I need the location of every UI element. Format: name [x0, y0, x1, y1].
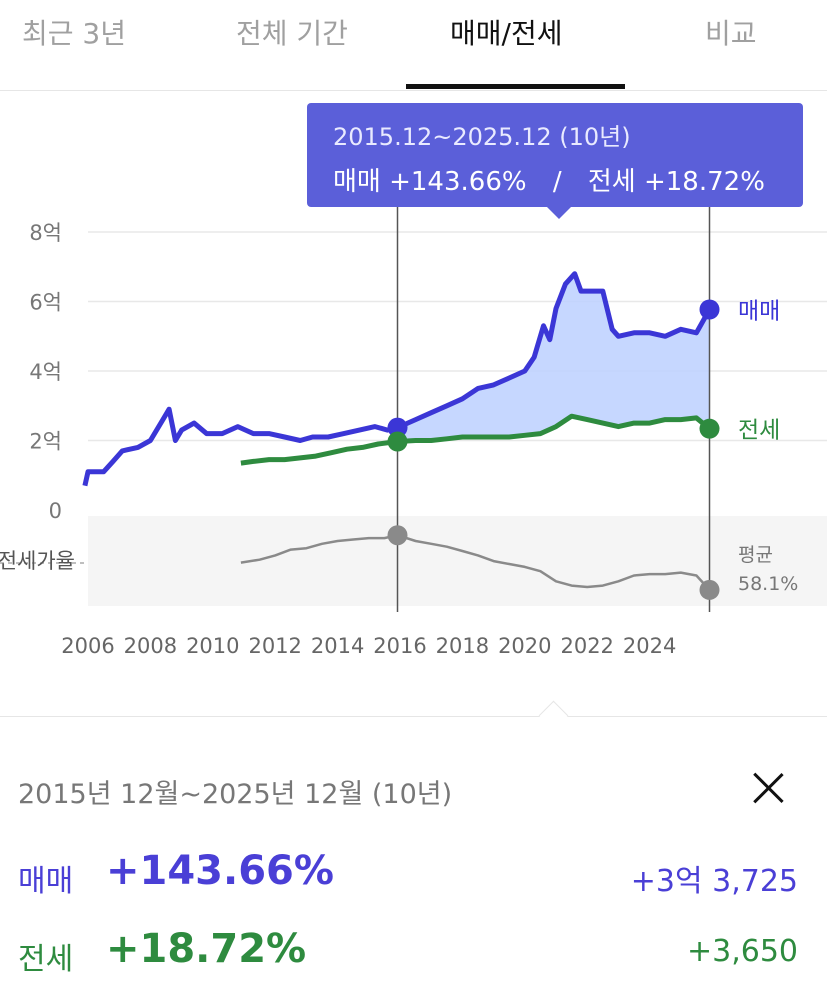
y-tick-label: 6억 [29, 291, 62, 315]
tooltip-sale-change: +143.66% [389, 167, 527, 197]
close-icon[interactable] [748, 768, 788, 808]
summary-jeonse-pct: +18.72% [106, 926, 307, 972]
tooltip-jeonse-label: 전세 [587, 167, 636, 197]
tab-all-period[interactable]: 전체 기간 [236, 17, 348, 50]
sale-jeonse-gap-fill [397, 275, 710, 442]
tab-sale-jeonse[interactable]: 매매/전세 [450, 17, 563, 50]
ratio-end-marker [699, 579, 720, 600]
jeonse-ratio-line [240, 533, 711, 591]
x-tick-label: 2012 [248, 634, 301, 658]
active-tab-indicator [406, 84, 625, 89]
jeonse-start-marker [387, 431, 408, 452]
x-tick-label: 2020 [498, 634, 551, 658]
tooltip-separator: / [552, 167, 562, 197]
x-tick-label: 2006 [61, 634, 114, 658]
tooltip-sale-label: 매매 [333, 167, 381, 197]
summary-jeonse-amount: +3,650 [686, 934, 798, 969]
x-tick-label: 2018 [436, 634, 489, 658]
jeonse-end-marker [699, 418, 720, 439]
y-tick-label: 2억 [29, 430, 62, 454]
section-divider [0, 716, 827, 717]
summary-sale-pct: +143.66% [106, 848, 334, 894]
period-tabs: 최근 3년 전체 기간 매매/전세 비교 [0, 0, 827, 91]
summary-row-sale: 매매 +143.66% +3억 3,725 [18, 848, 798, 902]
x-tick-label: 2008 [124, 634, 177, 658]
x-tick-label: 2024 [623, 634, 676, 658]
tab-compare[interactable]: 비교 [705, 17, 757, 50]
summary-period: 2015년 12월~2025년 12월 (10년) [18, 779, 453, 810]
average-label: 평균 [738, 544, 773, 566]
tab-recent-3-years[interactable]: 최근 3년 [22, 17, 126, 50]
x-tick-label: 2014 [311, 634, 364, 658]
y-tick-label: 0 [49, 499, 62, 523]
sale-start-marker [387, 417, 408, 438]
price-chart-svg: 8억 6억 4억 2억 0 전세가율 2006 2008 2010 2012 2014 2016 20… [0, 207, 827, 658]
x-tick-label: 2016 [373, 634, 426, 658]
price-chart[interactable]: 8억 6억 4억 2억 0 전세가율 2006 2008 2010 2012 2014 2016 20… [0, 90, 827, 690]
summary-jeonse-label: 전세 [18, 942, 74, 977]
jeonse-series-label: 전세 [738, 418, 780, 444]
x-tick-label: 2022 [560, 634, 613, 658]
tooltip-changes: 매매 +143.66% / 전세 +18.72% [333, 161, 765, 198]
summary-row-jeonse: 전세 +18.72% +3,650 [18, 926, 798, 980]
tooltip-jeonse-change: +18.72% [643, 167, 765, 197]
ratio-start-marker [387, 525, 408, 546]
sale-end-marker [699, 299, 720, 320]
ratio-axis-label: 전세가율 [0, 549, 75, 573]
average-value: 58.1% [738, 573, 798, 595]
x-tick-label: 2010 [186, 634, 239, 658]
sale-series-label: 매매 [738, 298, 780, 324]
summary-sale-amount: +3억 3,725 [630, 864, 798, 899]
range-tooltip: 2015.12~2025.12 (10년) 매매 +143.66% / 전세 +… [307, 103, 803, 219]
y-tick-label: 4억 [29, 360, 62, 384]
summary-sale-label: 매매 [18, 864, 74, 899]
tooltip-arrow [547, 207, 571, 219]
jeonse-line [240, 413, 712, 466]
divider-notch [538, 700, 569, 731]
y-tick-label: 8억 [29, 221, 62, 245]
tooltip-period: 2015.12~2025.12 (10년) [333, 123, 631, 151]
